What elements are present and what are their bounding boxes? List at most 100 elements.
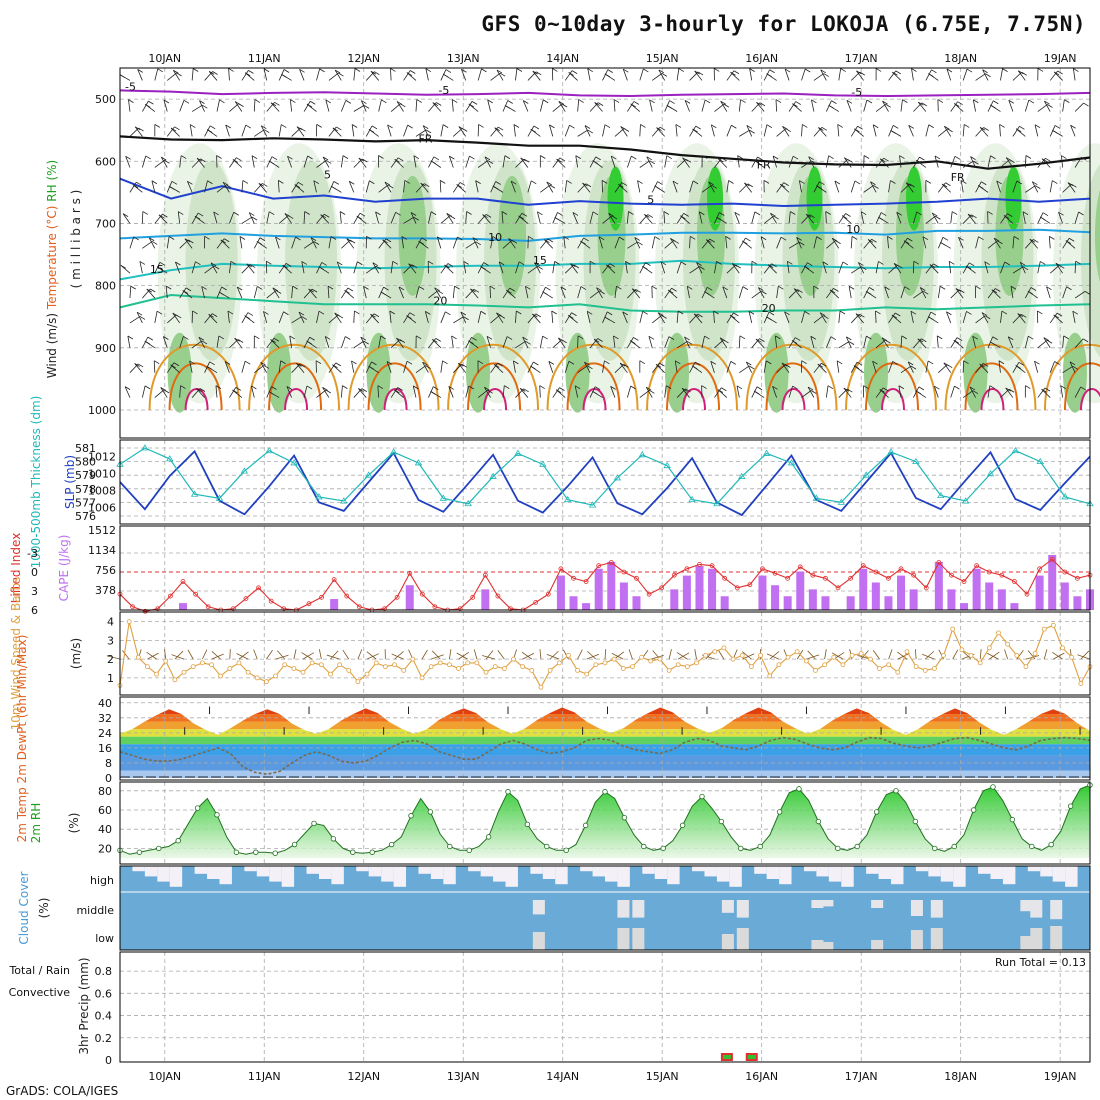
wind-barb-flag xyxy=(475,241,481,246)
wind-barb xyxy=(527,125,535,137)
wind-barb-flag xyxy=(633,337,639,341)
wind-barb-flag xyxy=(925,180,932,184)
wind-barb xyxy=(813,73,824,81)
wind-barb xyxy=(515,213,523,224)
wind-barb-flag xyxy=(176,72,182,77)
wind10m-barb xyxy=(318,649,322,660)
wind-barb-flag xyxy=(637,180,643,184)
wind-barb xyxy=(801,160,812,168)
wind-barb-flag xyxy=(347,287,354,292)
wind-barb xyxy=(684,336,690,348)
wind-barb-flag xyxy=(742,286,749,290)
wind-barb-flag xyxy=(297,181,304,186)
wind-barb-flag xyxy=(232,389,238,394)
wind-barb-flag xyxy=(708,181,714,186)
wind-barb xyxy=(608,213,616,224)
wind-barb-flag xyxy=(983,127,989,131)
wind-barb-flag xyxy=(759,102,766,107)
wind-barb xyxy=(275,236,280,249)
wind-barb xyxy=(564,70,573,81)
wind10m-point xyxy=(1060,645,1065,651)
wind-barb xyxy=(763,124,768,137)
wind-barb-flag xyxy=(823,73,829,77)
rh-shading xyxy=(157,143,1100,413)
wind-barb-flag xyxy=(1007,213,1013,217)
wind-barb-flag xyxy=(436,102,442,106)
wind-barb xyxy=(1037,104,1048,112)
wind-barb-flag xyxy=(151,180,158,185)
wind-barb-flag xyxy=(1025,385,1031,389)
cape-bar xyxy=(632,596,641,610)
wind-barb-flag xyxy=(448,386,454,390)
wind-barb-flag xyxy=(661,315,667,319)
wind-barb xyxy=(913,386,920,398)
wind-barb-flag xyxy=(710,360,716,365)
rh-point xyxy=(718,818,725,825)
wind-barb xyxy=(698,211,703,224)
wind10m-point xyxy=(913,664,919,670)
wind-barb-flag xyxy=(219,99,225,104)
thickness-point xyxy=(439,494,448,501)
wind-barb-flag xyxy=(385,238,392,243)
wind-barb-flag xyxy=(746,125,753,129)
thickness-point xyxy=(613,474,622,481)
cloud-high-gap xyxy=(866,866,879,874)
li-point xyxy=(634,575,639,581)
wind-barb xyxy=(850,126,858,137)
wind-barb-flag xyxy=(449,155,455,160)
wind-barb-flag xyxy=(487,160,494,164)
wind-barb-flag xyxy=(366,235,372,240)
wind-barb-flag xyxy=(534,262,540,266)
wind-barb xyxy=(751,386,758,398)
wind-barb-flag xyxy=(1083,102,1089,107)
wind-barb xyxy=(950,101,958,112)
wind-barb-flag xyxy=(791,340,798,344)
wind-barb-flag xyxy=(937,335,943,340)
wind-barb-flag xyxy=(922,236,929,241)
wind-barb xyxy=(943,362,952,373)
temp2m-ylabel: 2m Temp 2m DewPt (6hr Min/Max) xyxy=(15,635,29,843)
thickness-point xyxy=(663,461,671,469)
wind-barb-flag xyxy=(721,157,728,162)
wind-barb xyxy=(625,261,628,274)
wind-barb xyxy=(793,288,802,299)
wind-barb-flag xyxy=(330,236,337,240)
wind-barb xyxy=(619,362,628,373)
thickness-point xyxy=(141,444,149,451)
thickness-point xyxy=(986,470,995,477)
wind-barb xyxy=(639,160,650,168)
wind-barb-flag xyxy=(719,337,726,342)
wind-barb-flag xyxy=(582,182,588,187)
wind10m-point xyxy=(465,660,471,666)
wind-barb xyxy=(911,68,914,81)
wind-barb-flag xyxy=(208,313,214,318)
wind-barb-flag xyxy=(487,99,493,104)
wind-barb xyxy=(751,156,758,168)
wind10m-barb xyxy=(717,649,725,660)
slp-ylabel: SLP (mb) xyxy=(63,455,77,509)
wind-barb-flag xyxy=(544,239,550,244)
wind-barb xyxy=(888,312,896,324)
wind-barb-flag xyxy=(1010,285,1017,290)
wind-barb-flag xyxy=(127,335,134,340)
wind10m-barb xyxy=(253,649,258,660)
cloud-level-high: high xyxy=(90,874,114,887)
wind-barb xyxy=(390,103,401,112)
wind-barb-flag xyxy=(507,100,513,104)
rh-point xyxy=(291,841,298,848)
rh-point xyxy=(796,786,802,792)
wind-barb-flag xyxy=(275,236,281,241)
wind-barb-flag xyxy=(625,261,631,265)
wind-barb xyxy=(693,313,703,324)
wind-barb-flag xyxy=(1028,335,1034,340)
date-tick-bottom: 11JAN xyxy=(248,1070,281,1083)
wind-barb xyxy=(189,124,193,137)
wind-barb-flag xyxy=(866,335,872,340)
wind-barb-flag xyxy=(1008,99,1014,104)
wind-barb-flag xyxy=(406,315,412,319)
wind-barb-flag xyxy=(325,160,332,164)
wind10m-barb xyxy=(922,653,935,660)
wind-barb-flag xyxy=(702,155,708,159)
ylabel-part: Temperature (°C) xyxy=(45,202,59,310)
wind-barb-flag xyxy=(879,158,886,163)
